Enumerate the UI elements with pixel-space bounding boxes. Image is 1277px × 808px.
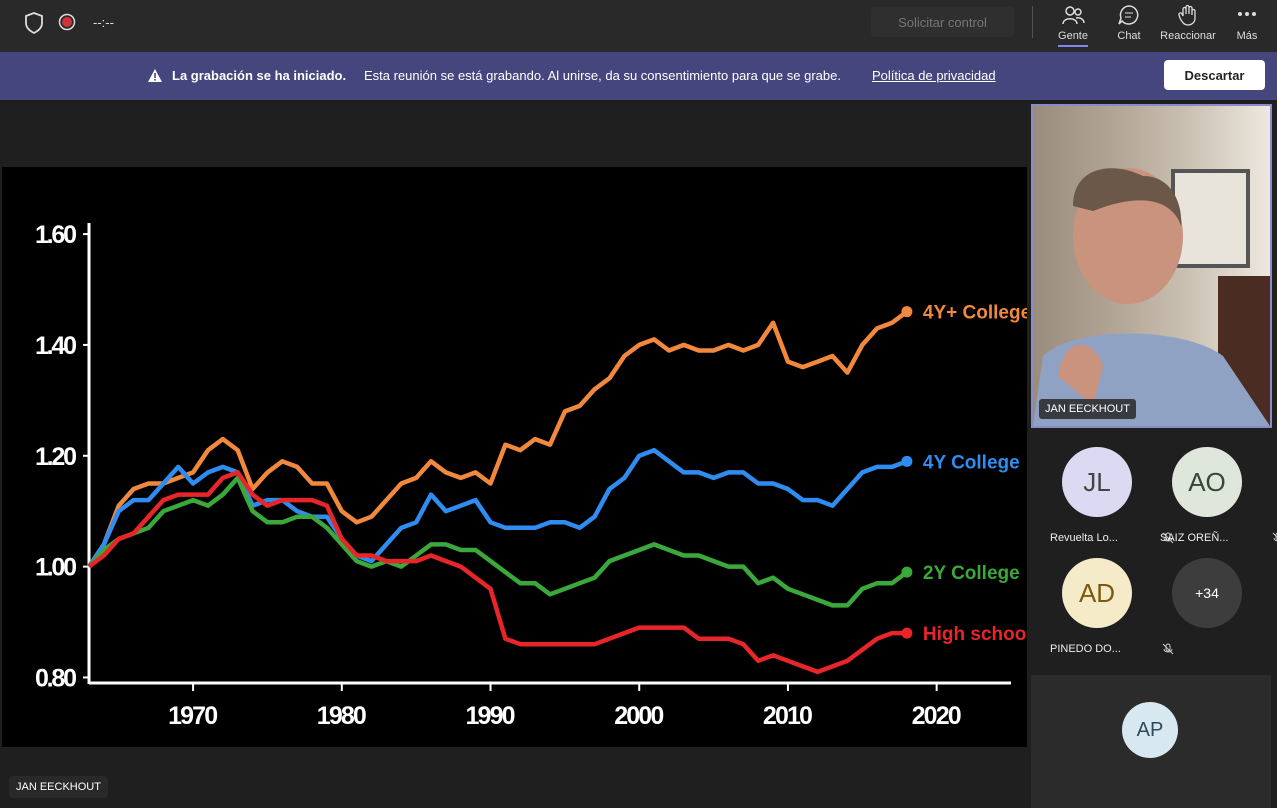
series-line xyxy=(87,475,909,608)
y-tick-label: 1.00 xyxy=(35,554,77,582)
x-tick-label: 2020 xyxy=(912,702,962,730)
nav-label: Más xyxy=(1236,30,1258,42)
x-tick-label: 2000 xyxy=(614,702,664,730)
muted-icon xyxy=(1272,532,1277,542)
video-placeholder xyxy=(1033,168,1270,426)
dismiss-button[interactable]: Descartar xyxy=(1164,60,1265,90)
privacy-link[interactable]: Política de privacidad xyxy=(872,68,996,83)
top-bar: --:-- Solicitar control Gente Chat Reacc… xyxy=(0,0,1277,52)
people-button[interactable]: Gente xyxy=(1043,4,1103,47)
series-line xyxy=(87,309,909,568)
participant-avatar[interactable]: +34 xyxy=(1172,558,1242,628)
end-point xyxy=(901,455,913,467)
more-button[interactable]: Más xyxy=(1217,4,1277,42)
muted-icon xyxy=(1162,643,1174,655)
series-label: High school xyxy=(923,624,1027,645)
participant-name: Revuelta Lo... xyxy=(1050,532,1118,544)
video-name: JAN EECKHOUT xyxy=(1039,399,1136,419)
x-tick-label: 2010 xyxy=(763,702,813,730)
presenter-name: JAN EECKHOUT xyxy=(9,776,108,798)
y-tick-label: 1.60 xyxy=(35,221,77,249)
end-point xyxy=(901,306,913,318)
request-control-button[interactable]: Solicitar control xyxy=(871,7,1014,37)
chart: 0.80 1.00 1.20 1.40 1.60 1970 1980 1990 2000 2010… xyxy=(35,221,1032,730)
participant-avatar[interactable]: AD xyxy=(1062,558,1132,628)
muted-icon xyxy=(1162,532,1174,544)
shield-icon xyxy=(25,12,43,34)
series-line xyxy=(87,447,908,568)
timer: --:-- xyxy=(93,15,114,30)
video-tile: JAN EECKHOUT xyxy=(1031,104,1272,428)
chat-button[interactable]: Chat xyxy=(1099,4,1159,42)
series-label: 4Y College xyxy=(923,452,1020,473)
banner-title: La grabación se ha iniciado. xyxy=(172,68,347,83)
x-tick-label: 1990 xyxy=(466,702,516,730)
warning-icon xyxy=(148,69,162,82)
nav-label: Reaccionar xyxy=(1160,30,1216,42)
participant-name: SAIZ OREÑ... xyxy=(1160,532,1229,544)
series-label: 2Y College xyxy=(923,563,1020,584)
participant-avatar[interactable]: AO xyxy=(1172,447,1242,517)
x-tick-label: 1970 xyxy=(168,702,218,730)
series-label: 4Y+ College xyxy=(923,303,1027,324)
divider xyxy=(1032,6,1033,38)
y-tick-label: 1.40 xyxy=(35,332,77,360)
banner-message: Esta reunión se está grabando. Al unirse… xyxy=(364,68,841,83)
y-tick-label: 1.20 xyxy=(35,443,77,471)
participant-avatar[interactable]: JL xyxy=(1062,447,1132,517)
end-point xyxy=(901,566,913,578)
x-tick-label: 1980 xyxy=(317,702,367,730)
participant-avatar[interactable]: AP xyxy=(1122,702,1178,758)
recording-icon xyxy=(58,13,76,31)
react-button[interactable]: Reaccionar xyxy=(1158,4,1218,42)
participant-name: PINEDO DO... xyxy=(1050,643,1121,655)
shared-screen: 0.80 1.00 1.20 1.40 1.60 1970 1980 1990 2000 2010… xyxy=(2,167,1032,747)
series-line xyxy=(87,470,907,675)
nav-label: Gente xyxy=(1058,30,1088,42)
recording-banner: La grabación se ha iniciado. Esta reunió… xyxy=(0,52,1277,100)
participants: JL Revuelta Lo... AO SAIZ OREÑ... AD PINEDO D… xyxy=(1030,440,1277,808)
nav-label: Chat xyxy=(1117,30,1141,42)
end-point xyxy=(901,627,913,639)
y-tick-label: 0.80 xyxy=(35,664,77,692)
